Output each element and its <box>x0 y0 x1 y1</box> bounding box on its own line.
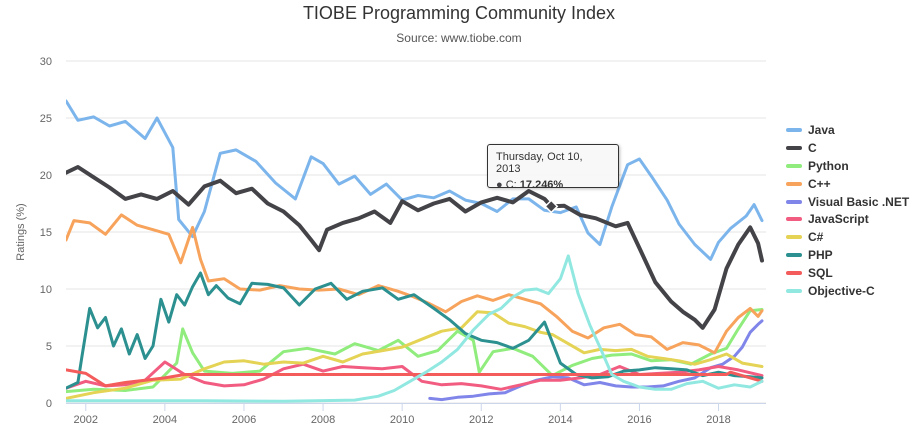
legend-label: C <box>808 140 817 155</box>
legend-label: Visual Basic .NET <box>808 194 910 209</box>
legend-item-c[interactable]: C# <box>786 228 909 246</box>
hover-point-marker <box>544 199 559 214</box>
y-tick-label: 30 <box>40 56 52 68</box>
series-line-visual-basic-net <box>428 319 764 402</box>
legend-swatch <box>786 235 802 240</box>
legend-item-java[interactable]: Java <box>786 121 909 139</box>
x-tick-label: 2016 <box>627 414 651 426</box>
tooltip-series-label: C: <box>505 179 517 191</box>
legend-swatch <box>786 199 802 204</box>
legend-item-javascript[interactable]: JavaScript <box>786 210 909 228</box>
y-tick-label: 5 <box>46 341 52 353</box>
legend-item-c[interactable]: C++ <box>786 175 909 193</box>
series-line-objective-c <box>66 254 764 403</box>
legend-item-objective-c[interactable]: Objective-C <box>786 282 909 300</box>
legend-swatch <box>786 145 802 150</box>
tooltip-value: 17.246% <box>519 179 564 191</box>
series-line-c <box>66 213 764 355</box>
legend-swatch <box>786 288 802 293</box>
y-axis-title: Ratings (%) <box>15 203 27 260</box>
tooltip-date: Thursday, Oct 10, 2013 <box>496 151 583 175</box>
y-tick-label: 10 <box>40 284 52 296</box>
legend-item-php[interactable]: PHP <box>786 246 909 264</box>
y-tick-label: 15 <box>40 227 52 239</box>
legend-label: Python <box>808 158 849 173</box>
legend-item-c[interactable]: C <box>786 139 909 157</box>
x-tick-label: 2010 <box>390 414 414 426</box>
legend-item-visual-basic-net[interactable]: Visual Basic .NET <box>786 193 909 211</box>
legend-label: C# <box>808 230 824 245</box>
series-line-c <box>66 310 764 400</box>
x-tick-label: 2006 <box>232 414 256 426</box>
legend-swatch <box>786 127 802 132</box>
legend-swatch <box>786 253 802 258</box>
y-tick-label: 0 <box>46 398 52 410</box>
legend-label: SQL <box>808 266 833 281</box>
x-tick-label: 2004 <box>153 414 177 426</box>
x-tick-label: 2018 <box>706 414 730 426</box>
legend-item-sql[interactable]: SQL <box>786 264 909 282</box>
legend-label: PHP <box>808 248 833 263</box>
series-line-sql <box>66 368 764 388</box>
tooltip-series-marker: ● <box>496 179 503 191</box>
legend-swatch <box>786 181 802 186</box>
y-tick-label: 20 <box>40 170 52 182</box>
legend-label: Objective-C <box>808 283 875 298</box>
legend-swatch <box>786 163 802 168</box>
chart-legend: Java C Python C++ Visual Basic .NET JavaScrip… <box>786 121 909 300</box>
series-line-c <box>66 165 764 330</box>
series-line-php <box>66 271 764 390</box>
chart-tooltip: Thursday, Oct 10, 2013 ● C: 17.246% <box>487 144 619 191</box>
legend-swatch <box>786 271 802 276</box>
legend-swatch <box>786 217 802 222</box>
x-tick-label: 2014 <box>548 414 572 426</box>
legend-label: Java <box>808 122 835 137</box>
chart-title: TIOBE Programming Community Index <box>302 3 616 23</box>
legend-item-python[interactable]: Python <box>786 157 909 175</box>
series-line-java <box>66 99 764 261</box>
legend-label: C++ <box>808 176 831 191</box>
x-tick-label: 2002 <box>74 414 98 426</box>
chart-subtitle: Source: www.tiobe.com <box>396 31 522 45</box>
x-tick-label: 2012 <box>469 414 493 426</box>
legend-label: JavaScript <box>808 212 869 227</box>
y-tick-label: 25 <box>40 113 52 125</box>
x-tick-label: 2008 <box>311 414 335 426</box>
